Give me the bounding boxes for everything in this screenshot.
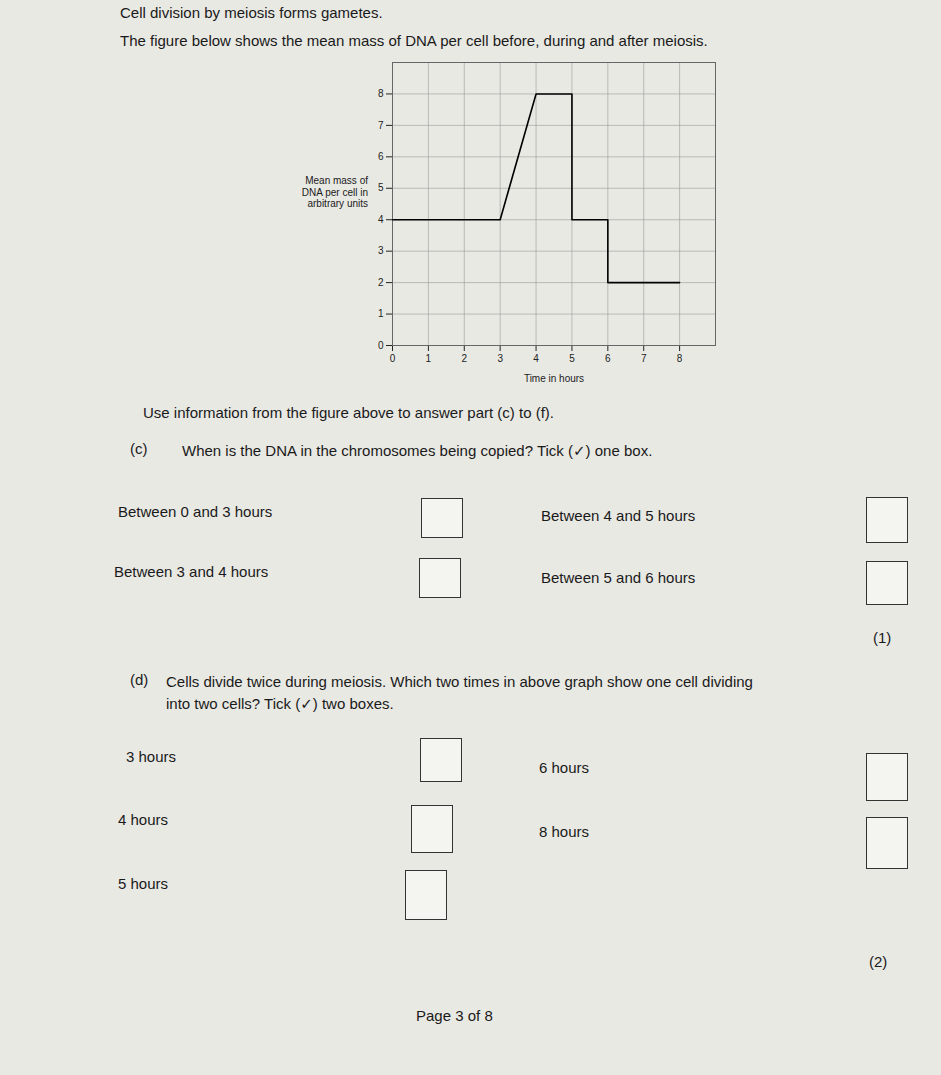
svg-text:6: 6 [378,151,384,162]
svg-text:5: 5 [378,182,384,193]
html-text:3 hours: 3 hours [126,748,176,765]
svg-text:8: 8 [378,88,384,99]
svg-text:2: 2 [461,353,467,364]
svg-text:5: 5 [569,353,575,364]
html-text:Use information from the figur: Use information from the figure above to… [143,404,554,421]
html-text:8 hours: 8 hours [539,823,589,840]
html-text:Between 4 and 5 hours: Between 4 and 5 hours [541,507,696,524]
html-text:Cell division by meiosis forms: Cell division by meiosis forms gametes. [120,4,383,21]
html-text:When is the DNA in the chromos: When is the DNA in the chromosomes being… [182,442,653,459]
html-text:Mean mass of DNA per cell in a: Mean mass of DNA per cell in arbitrary u… [301,175,368,209]
html-text:(2): (2) [869,953,888,970]
html-text:Between 5 and 6 hours: Between 5 and 6 hours [541,569,696,586]
svg-text:3: 3 [497,353,503,364]
html-text:6 hours: 6 hours [539,759,589,776]
svg-text:4: 4 [533,353,539,364]
svg-text:0: 0 [378,340,384,351]
svg-text:4: 4 [378,214,384,225]
html-text:4 hours: 4 hours [118,811,168,828]
html-text:The figure below shows the mea: The figure below shows the mean mass of … [120,32,708,49]
html-text:5 hours: 5 hours [118,875,168,892]
svg-text:1: 1 [426,353,432,364]
svg-text:2: 2 [378,277,384,288]
svg-text:7: 7 [641,353,647,364]
html-text:(1): (1) [873,629,892,646]
html-text:Page 3 of 8: Page 3 of 8 [416,1007,493,1024]
svg-text:6: 6 [605,353,611,364]
svg-text:8: 8 [677,353,683,364]
svg-text:0: 0 [390,353,396,364]
html-text:(d): (d) [130,671,149,688]
html-text:(c): (c) [130,440,148,457]
svg-text:7: 7 [378,120,384,131]
svg-text:1: 1 [378,308,384,319]
html-text:Between 3 and 4 hours: Between 3 and 4 hours [114,563,269,580]
html-text:Between 0 and 3 hours: Between 0 and 3 hours [118,503,273,520]
html-text:Cells divide twice during meio: Cells divide twice during meiosis. Which… [166,673,753,712]
svg-text:Time in hours: Time in hours [524,373,584,384]
svg-text:3: 3 [378,245,384,256]
